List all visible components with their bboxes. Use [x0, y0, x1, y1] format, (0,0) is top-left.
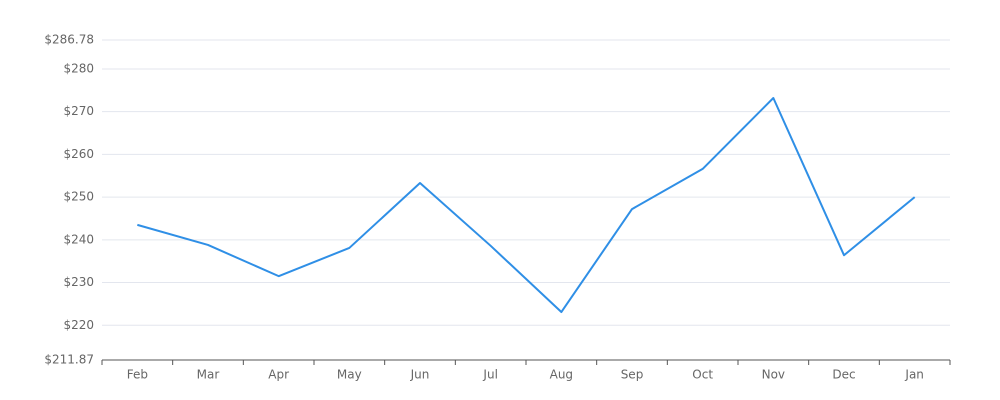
y-tick-label: $230 [63, 275, 94, 289]
x-tick-label: Dec [832, 368, 855, 382]
x-tick-label: Jan [904, 368, 924, 382]
x-tick-label: Feb [127, 368, 148, 382]
y-tick-label: $240 [63, 232, 94, 246]
y-tick-label: $211.87 [44, 353, 94, 367]
y-tick-label: $280 [63, 61, 94, 75]
y-tick-label: $220 [63, 318, 94, 332]
x-tick-label: May [337, 368, 362, 382]
y-tick-label: $270 [63, 104, 94, 118]
x-tick-label: Mar [197, 368, 220, 382]
y-tick-label: $250 [63, 190, 94, 204]
y-tick-label: $286.78 [44, 33, 94, 47]
x-tick-label: Oct [692, 368, 713, 382]
line [137, 97, 916, 314]
x-tick-label: Aug [550, 368, 573, 382]
x-tick-label: Jun [410, 368, 430, 382]
x-tick-label: Sep [621, 368, 644, 382]
x-tick-label: Apr [268, 368, 289, 382]
x-tick-label: Nov [762, 368, 785, 382]
x-tick-label: Jul [482, 368, 497, 382]
y-tick-label: $260 [63, 147, 94, 161]
